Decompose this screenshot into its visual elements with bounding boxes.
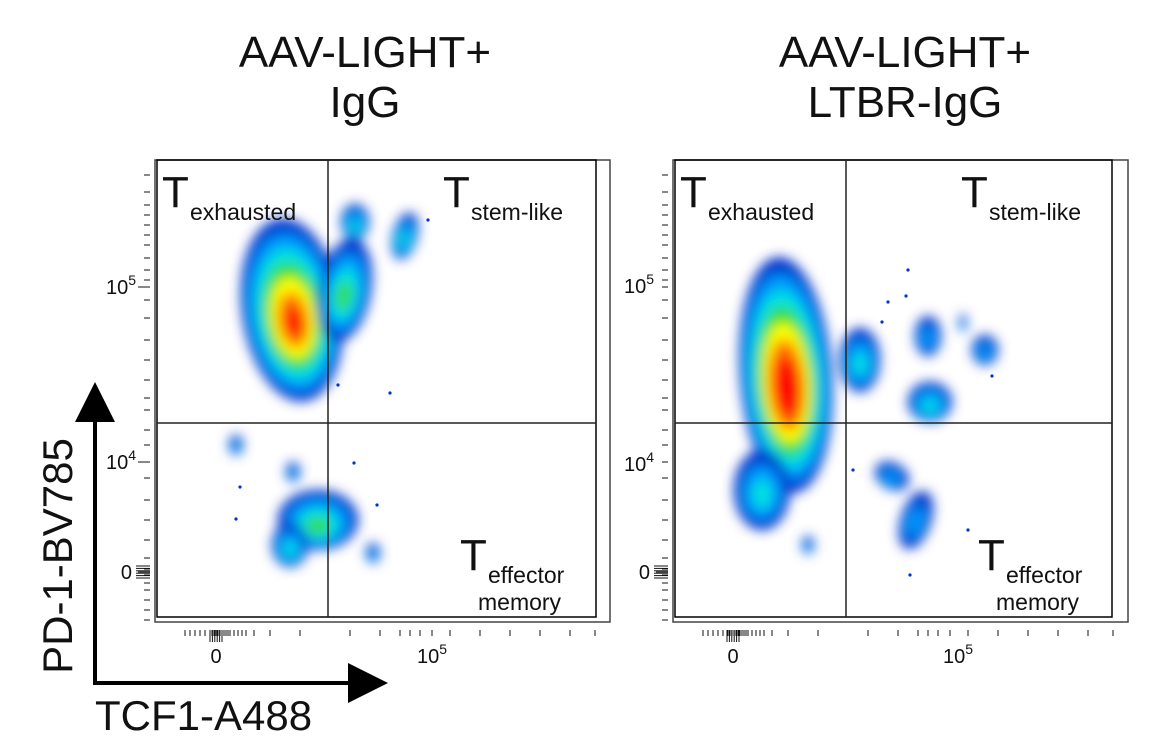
panel-1-x-tick-label-0: 0 — [210, 646, 221, 668]
panel-1-gate-outline — [156, 159, 597, 618]
panel-1-gate-top-right-main: T — [443, 168, 470, 217]
panel-1-density-blob-1-level-3 — [336, 281, 352, 311]
panel-1-density-blob-7-level-1 — [289, 468, 297, 480]
panel-1-event-dot-0 — [336, 383, 340, 387]
panel-1-density-blob-2-level-2 — [349, 219, 361, 233]
panel-2-x-tick-label-1: 105 — [943, 641, 973, 668]
panel-2-density-blob-3-level-1 — [920, 327, 936, 349]
panel-1-gate-bottom-right-sub2: memory — [478, 589, 562, 615]
panel-1-density-blob-4-level-3 — [306, 517, 330, 535]
panel-1-density — [229, 204, 419, 567]
panel-2-event-dot-6 — [990, 374, 994, 378]
panel-1-density-blob-6-level-1 — [232, 441, 240, 453]
panel-2-event-dot-2 — [904, 294, 908, 298]
panel-2-event-dot-0 — [906, 268, 910, 272]
panel-2-density — [734, 257, 998, 554]
panel-1-density-blob-0-level-6 — [285, 306, 303, 338]
panel-2-y-tick-label-1: 104 — [624, 449, 654, 476]
panel-2-frame — [672, 159, 1129, 623]
panel-2-density-blob-5-level-2 — [921, 398, 939, 414]
panel-2-gate-top-right-main: T — [961, 168, 988, 217]
panel-2-gate-bottom-right-sub: effector — [1006, 562, 1083, 588]
panel-1-event-dot-6 — [375, 503, 379, 507]
panel-1-gate-top-left-sub: exhausted — [190, 199, 296, 225]
panel-2-title-line-1: AAV-LIGHT+ — [778, 28, 1032, 77]
x-axis-label: TCF1-A488 — [95, 692, 313, 739]
panel-2-event-dot-7 — [886, 300, 890, 304]
panel-1-gate-bottom-right-main: T — [460, 531, 487, 580]
panel-2-density-blob-0-level-7 — [780, 371, 794, 407]
panel-2-gate-outline — [674, 159, 1113, 618]
panel-2-gate-bottom-right-main: T — [978, 531, 1005, 580]
panel-2-gate-top-right-sub: stem-like — [989, 199, 1081, 225]
panel-1-gate-top-right-sub: stem-like — [471, 199, 563, 225]
panel-1-gate-bottom-right-sub: effector — [488, 562, 565, 588]
panel-2-density-blob-6-level-1 — [881, 469, 901, 486]
panel-1-frame — [154, 159, 611, 623]
panel-2-density-blob-1-level-2 — [751, 479, 773, 509]
panel-2-x-tick-label-0: 0 — [727, 646, 738, 668]
panel-2-density-blob-7-level-1 — [906, 506, 925, 538]
panel-2-gate-bottom-right-sub2: memory — [996, 589, 1080, 615]
panel-1-event-dot-2 — [352, 461, 356, 465]
panel-2-density-blob-9-level-1 — [960, 320, 966, 330]
panel-2-gate-top-left-main: T — [680, 168, 707, 217]
panel-2-gate-top-left-sub: exhausted — [708, 199, 814, 225]
y-axis-label: PD-1-BV785 — [34, 438, 81, 674]
panel-1-gate-top-left-main: T — [162, 168, 189, 217]
panel-2-density-blob-4-level-1 — [977, 343, 993, 361]
panel-1-y-tick-label-1: 104 — [106, 447, 136, 474]
panel-1-event-dot-1 — [388, 391, 392, 395]
panel-2-event-dot-5 — [966, 528, 970, 532]
panel-1-title-line-2: IgG — [329, 78, 401, 127]
panel-1-density-blob-5-level-2 — [283, 540, 297, 558]
panel-1-density-blob-8-level-1 — [369, 549, 377, 561]
panel-1-title-line-1: AAV-LIGHT+ — [238, 28, 492, 77]
panel-1-density-blob-3-level-2 — [399, 231, 409, 249]
panel-1-event-dot-5 — [426, 218, 430, 222]
panel-1-event-dot-4 — [234, 517, 238, 521]
panel-2-event-dot-3 — [851, 468, 855, 472]
panel-1-y-tick-label-2: 105 — [106, 272, 136, 299]
panel-2-title: AAV-LIGHT+ LTBR-IgG — [720, 28, 1090, 128]
panel-1-event-dot-3 — [238, 485, 242, 489]
panel-2-density-blob-8-level-1 — [804, 542, 812, 552]
panel-2-title-line-2: LTBR-IgG — [807, 78, 1003, 127]
panel-1-x-tick-label-1: 105 — [417, 641, 447, 668]
panel-2-event-dot-4 — [908, 573, 912, 577]
panel-2-event-dot-1 — [880, 320, 884, 324]
panel-1-title: AAV-LIGHT+ IgG — [180, 28, 550, 128]
panel-1-y-tick-label-0: 0 — [121, 562, 132, 584]
panel-2-y-tick-label-2: 105 — [624, 271, 654, 298]
panel-2-density-blob-2-level-2 — [852, 352, 868, 376]
panel-2-y-tick-label-0: 0 — [639, 562, 650, 584]
